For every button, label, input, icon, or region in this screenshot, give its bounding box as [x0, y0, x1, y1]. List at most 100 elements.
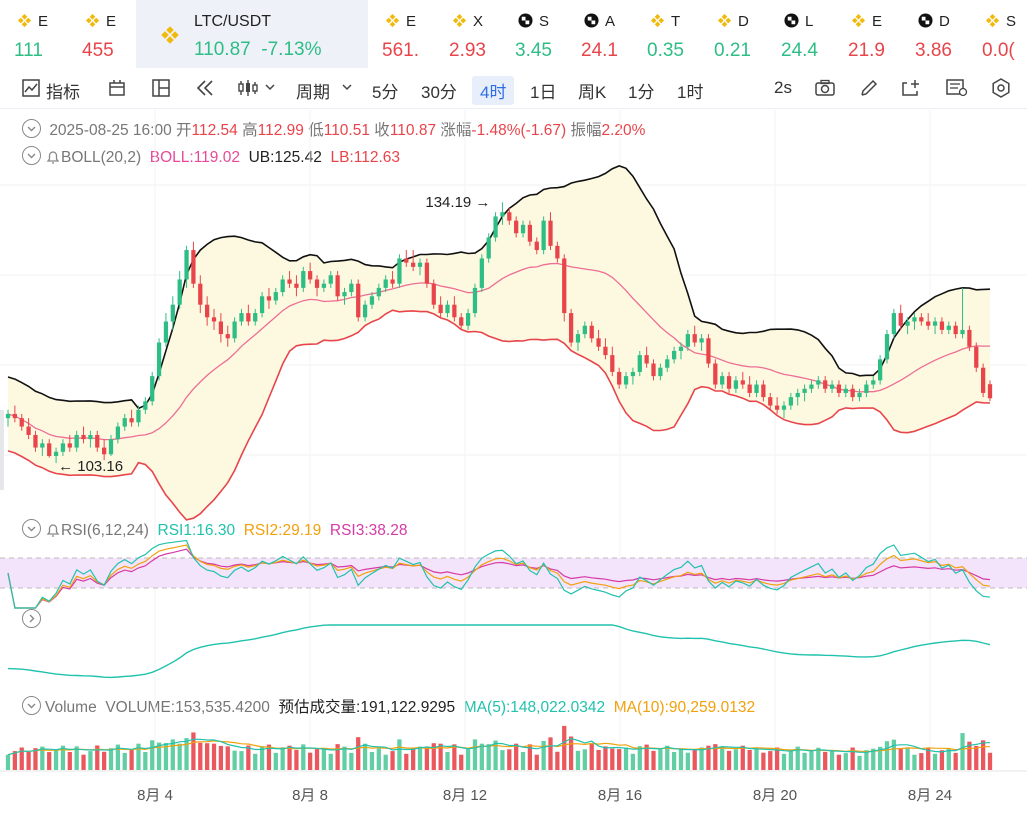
volume-bar [747, 749, 752, 770]
pencil-icon[interactable] [860, 79, 878, 97]
chevron-down-icon[interactable] [265, 84, 275, 92]
tab-price: 0.21 [714, 40, 751, 61]
tab-price: 2.93 [449, 40, 486, 61]
bell-icon[interactable] [45, 149, 61, 165]
candle-body [829, 384, 835, 389]
candle-body [548, 220, 553, 246]
candle-body [514, 220, 519, 234]
symbol-tab-8[interactable]: D 0.21 [700, 0, 767, 68]
interval-4h[interactable]: 4时 [472, 76, 515, 105]
bell-icon[interactable] [45, 522, 61, 538]
indicator-icon[interactable] [22, 79, 40, 97]
candle-body [102, 447, 107, 455]
candle-body [88, 434, 93, 440]
collapse-toggle-icon[interactable] [22, 696, 41, 715]
symbol-tab-3[interactable]: E 561. [368, 0, 435, 68]
symbol-tab-10[interactable]: E 21.9 [834, 0, 901, 68]
volume-bar [520, 752, 526, 770]
interval-1w[interactable]: 周K [578, 83, 607, 102]
tab-price: 0.0( [982, 40, 1015, 61]
refresh-interval[interactable]: 2s [774, 78, 792, 97]
candle-body [919, 317, 924, 322]
candle-body [981, 367, 986, 393]
interval-1min[interactable]: 1分 [628, 83, 655, 102]
interval-1d[interactable]: 1日 [530, 83, 557, 102]
candle-body [156, 342, 162, 377]
volume-bar [568, 736, 574, 770]
volume-bar [19, 747, 24, 770]
candle-body [5, 413, 11, 419]
gear-icon[interactable] [991, 78, 1011, 98]
volume-bar [431, 743, 436, 770]
volume-ma5: MA(5):148,022.0342 [463, 699, 606, 716]
volume-bar [713, 744, 718, 770]
collapse-toggle-icon[interactable] [22, 519, 41, 538]
candle-body [95, 434, 100, 448]
indicator-button[interactable]: 指标 [46, 83, 80, 102]
interval-1h[interactable]: 1时 [677, 83, 704, 102]
chevron-down-icon[interactable] [342, 84, 352, 92]
symbol-tab-2[interactable]: LTC/USDT 110.87 -7.13% [136, 0, 368, 68]
symbol-tab-12[interactable]: S 0.0( [968, 0, 1027, 68]
boll-lower-line [7, 309, 991, 521]
candle-body [857, 392, 862, 398]
candle-body [397, 258, 402, 284]
volume-bar [527, 744, 533, 770]
checker-icon [918, 13, 933, 28]
symbol-tab-6[interactable]: A 24.1 [567, 0, 633, 68]
template-icon[interactable] [108, 79, 126, 97]
candle-body [225, 334, 230, 339]
volume-bar [301, 744, 306, 770]
tab-symbol: T [671, 13, 681, 30]
rsi3-line [7, 548, 991, 609]
layout-icon[interactable] [152, 79, 170, 97]
settings-panel-icon[interactable] [946, 79, 968, 97]
volume-bar [919, 753, 924, 770]
candle-body [603, 346, 608, 356]
interval-30m[interactable]: 30分 [421, 83, 457, 102]
symbol-tab-7[interactable]: T 0.35 [633, 0, 700, 68]
volume-bar [177, 743, 182, 770]
symbol-tab-1[interactable]: E 455 [68, 0, 136, 68]
volume-bar [953, 752, 958, 770]
extra-pane-toggle[interactable] [22, 609, 45, 630]
candle-body [884, 334, 890, 360]
candle-body [507, 212, 512, 221]
symbol-tab-5[interactable]: S 3.45 [501, 0, 567, 68]
candlestick-chart[interactable]: 134.19 → ← 103.16 8月 4 8月 8 8月 12 8月 16 8月 20 8… [0, 110, 1027, 814]
candle-type-icon[interactable] [237, 79, 259, 97]
volume-bar [946, 748, 951, 770]
symbol-tab-11[interactable]: D 3.86 [901, 0, 968, 68]
binance-icon [452, 13, 467, 28]
left-scroll-handle [0, 410, 4, 490]
symbol-tab-4[interactable]: X 2.93 [435, 0, 501, 68]
candle-body [108, 439, 114, 455]
period-button[interactable]: 周期 [296, 83, 330, 102]
interval-5m[interactable]: 5分 [372, 83, 399, 102]
volume-bar [699, 747, 704, 770]
volume-bar [891, 739, 896, 770]
volume-bar [459, 754, 464, 770]
candle-body [53, 451, 59, 456]
add-alert-icon[interactable] [901, 79, 921, 97]
volume-bar [562, 725, 567, 770]
volume-bar [706, 745, 711, 770]
replay-icon[interactable] [195, 79, 215, 97]
collapse-toggle-icon[interactable] [22, 119, 41, 138]
symbol-tab-0[interactable]: E 111 [0, 0, 68, 68]
collapse-toggle-icon[interactable] [22, 146, 41, 165]
tab-symbol: X [473, 13, 484, 30]
volume-bar [678, 748, 684, 770]
candle-body [658, 367, 663, 377]
volume-bar [472, 739, 478, 770]
candle-body [67, 443, 72, 448]
volume-bar [877, 746, 883, 770]
symbol-tab-9[interactable]: L 24.4 [767, 0, 834, 68]
candle-body [301, 271, 306, 288]
candle-body [541, 220, 546, 251]
volume-bar [623, 747, 629, 770]
candle-body [974, 346, 979, 368]
expand-toggle-icon[interactable] [22, 609, 41, 628]
candle-body [19, 418, 24, 427]
camera-icon[interactable] [815, 79, 835, 97]
